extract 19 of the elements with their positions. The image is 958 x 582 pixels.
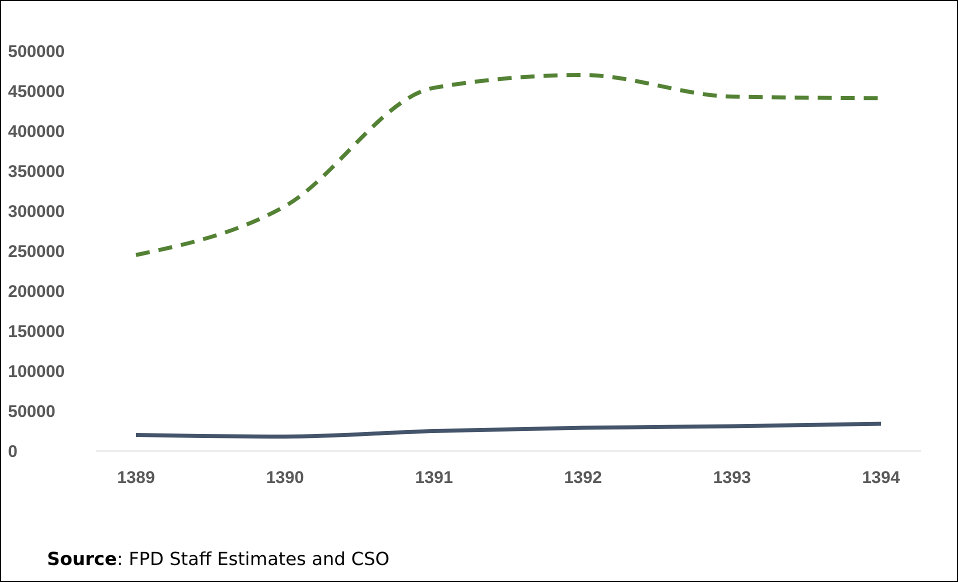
y-tick-label: 200000 bbox=[8, 282, 65, 302]
y-tick-label: 250000 bbox=[8, 242, 65, 262]
y-tick-label: 500000 bbox=[8, 42, 65, 62]
x-tick-label: 1392 bbox=[564, 468, 602, 488]
y-tick-label: 300000 bbox=[8, 202, 65, 222]
x-tick-label: 1393 bbox=[713, 468, 751, 488]
x-tick-label: 1394 bbox=[862, 468, 900, 488]
y-tick-label: 100000 bbox=[8, 362, 65, 382]
y-tick-label: 50000 bbox=[8, 402, 56, 422]
y-tick-label: 150000 bbox=[8, 322, 65, 342]
x-tick-label: 1389 bbox=[117, 468, 155, 488]
x-tick-label: 1390 bbox=[266, 468, 304, 488]
y-tick-label: 450000 bbox=[8, 82, 65, 102]
y-tick-label: 400000 bbox=[8, 122, 65, 142]
line-series bbox=[134, 422, 883, 439]
x-tick-label: 1391 bbox=[415, 468, 453, 488]
source-note: Source: FPD Staff Estimates and CSO bbox=[47, 549, 390, 570]
y-tick-label: 350000 bbox=[8, 162, 65, 182]
y-tick-label: 0 bbox=[8, 442, 18, 462]
